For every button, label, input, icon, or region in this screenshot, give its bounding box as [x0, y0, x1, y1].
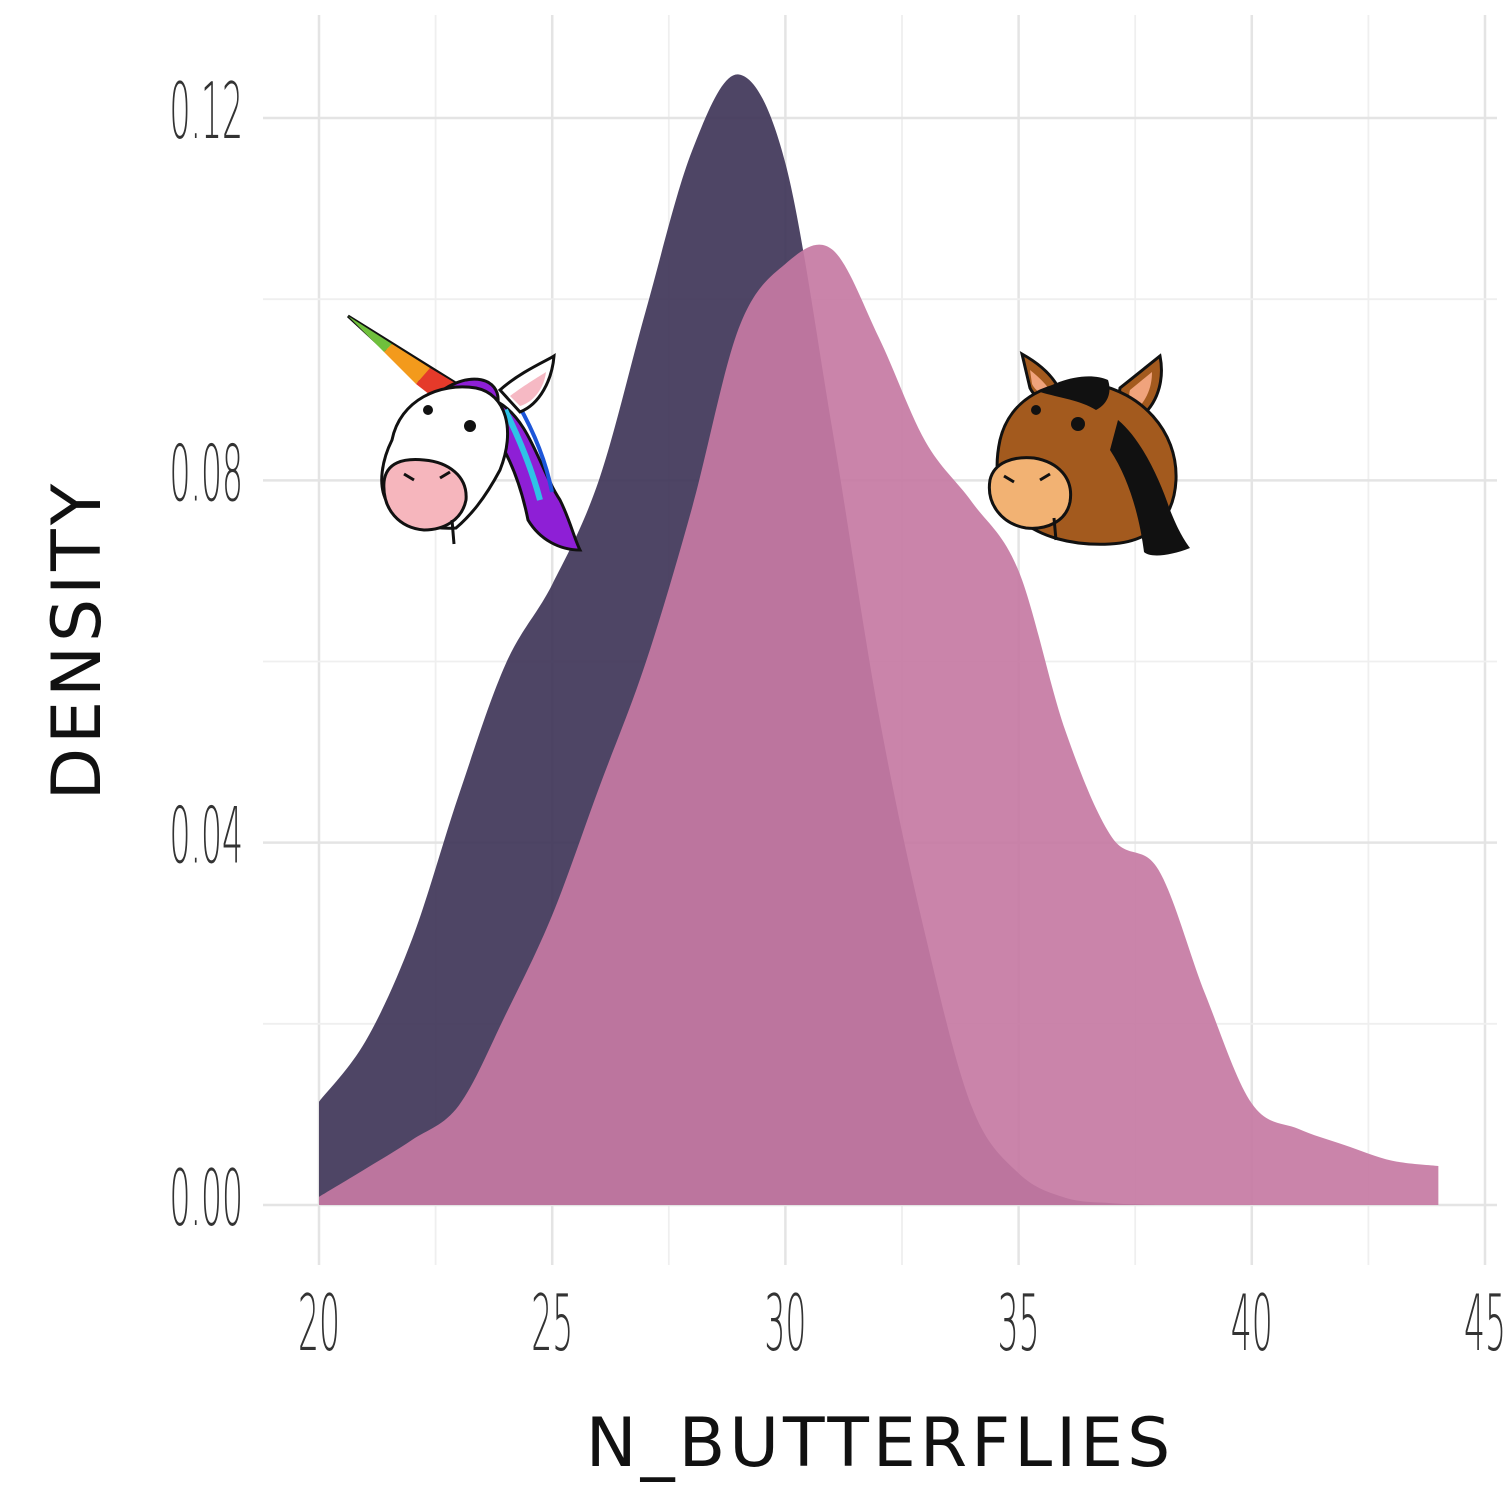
x-tick-label: 20 [298, 1278, 340, 1369]
density-series [319, 74, 1439, 1206]
y-tick-label: 0.00 [170, 1153, 243, 1244]
density-area-series-2 [319, 244, 1439, 1206]
y-tick-label: 0.12 [170, 66, 243, 157]
x-axis-title: N_BUTTERFLIES [586, 1404, 1175, 1483]
y-tick-label: 0.08 [170, 429, 243, 520]
x-tick-label: 30 [764, 1278, 806, 1369]
y-tick-label: 0.04 [170, 791, 243, 882]
y-axis-title: DENSITY [38, 480, 117, 801]
horse-head-icon [987, 351, 1190, 556]
x-tick-label: 45 [1464, 1278, 1506, 1369]
x-tick-label: 40 [1231, 1278, 1273, 1369]
axis-ticks: 20 25 30 35 40 45 0.00 0.04 0.08 0.12 [170, 66, 1506, 1369]
x-tick-label: 25 [531, 1278, 573, 1369]
x-tick-label: 35 [998, 1278, 1040, 1369]
unicorn-head-icon [346, 314, 583, 552]
